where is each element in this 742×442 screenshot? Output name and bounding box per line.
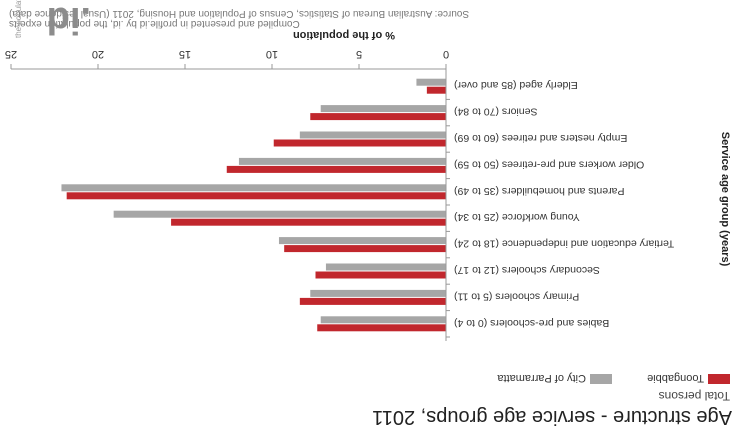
bar-parramatta <box>325 263 446 271</box>
chart-title: Age structure - service age groups, 2011 <box>372 406 732 428</box>
bar-parramatta <box>238 157 446 165</box>
category-label: Elderly aged (85 and over) <box>454 79 578 91</box>
y-axis-label: Service age group (years) <box>719 132 731 267</box>
bar-parramatta <box>310 289 446 297</box>
bar-toongabbie <box>310 113 446 121</box>
bar-parramatta <box>299 131 446 139</box>
category-labels: Babies and pre-schoolers (0 to 4) Primary… <box>446 79 674 338</box>
x-tick-label: 10 <box>266 48 278 60</box>
legend-swatch-parramatta <box>590 374 612 384</box>
bar-toongabbie <box>66 192 446 200</box>
x-tick-label: 15 <box>179 48 191 60</box>
legend: Toongabbie City of Parramatta <box>496 372 730 384</box>
category-label: Primary schoolers (5 to 11) <box>454 290 579 302</box>
x-tick-label: 25 <box>5 48 17 60</box>
legend-label-toongabbie: Toongabbie <box>647 372 704 384</box>
bar-toongabbie <box>171 218 446 226</box>
bar-parramatta <box>278 237 446 245</box>
category-label: Secondary schoolers (12 to 17) <box>454 264 600 276</box>
chart-subtitle: Total persons <box>659 389 730 403</box>
bar-toongabbie <box>317 324 446 332</box>
x-axis-label: % of the population <box>293 29 395 41</box>
compiled-note: Compiled and presented in profile.id by … <box>9 18 300 29</box>
category-label: Older workers and pre-retirees (50 to 59… <box>454 158 644 170</box>
category-label: Empty nesters and retirees (60 to 69) <box>454 132 627 144</box>
id-logo: .id the population experts <box>14 0 91 41</box>
bars <box>61 78 446 332</box>
legend-label-parramatta: City of Parramatta <box>496 372 586 384</box>
category-label: Young workforce (25 to 34) <box>454 211 580 223</box>
axes <box>11 68 447 341</box>
bar-parramatta <box>416 78 446 86</box>
logo-tagline: the population experts <box>14 0 23 38</box>
bar-toongabbie <box>299 297 446 305</box>
bar-parramatta <box>113 210 446 218</box>
x-tick-label: 20 <box>92 48 104 60</box>
category-label: Babies and pre-schoolers (0 to 4) <box>454 317 609 329</box>
bar-toongabbie <box>226 165 446 173</box>
bar-parramatta <box>320 105 446 113</box>
category-label: Seniors (70 to 84) <box>454 106 537 118</box>
category-label: Parents and homebuilders (35 to 49) <box>454 185 624 197</box>
bar-toongabbie <box>273 139 446 147</box>
x-ticks: 0 5 10 15 20 25 <box>5 48 449 69</box>
bar-parramatta <box>320 316 446 324</box>
source-note: Source: Australian Bureau of Statistics,… <box>9 8 469 19</box>
bar-toongabbie <box>315 271 446 279</box>
bar-toongabbie <box>426 86 446 94</box>
bar-parramatta <box>61 184 446 192</box>
x-tick-label: 5 <box>356 48 362 60</box>
legend-swatch-toongabbie <box>708 374 730 384</box>
x-tick-label: 0 <box>443 48 449 60</box>
logo-mark: .id <box>47 0 91 41</box>
category-label: Tertiary education and independence (18 … <box>454 238 674 250</box>
bar-toongabbie <box>284 245 446 253</box>
